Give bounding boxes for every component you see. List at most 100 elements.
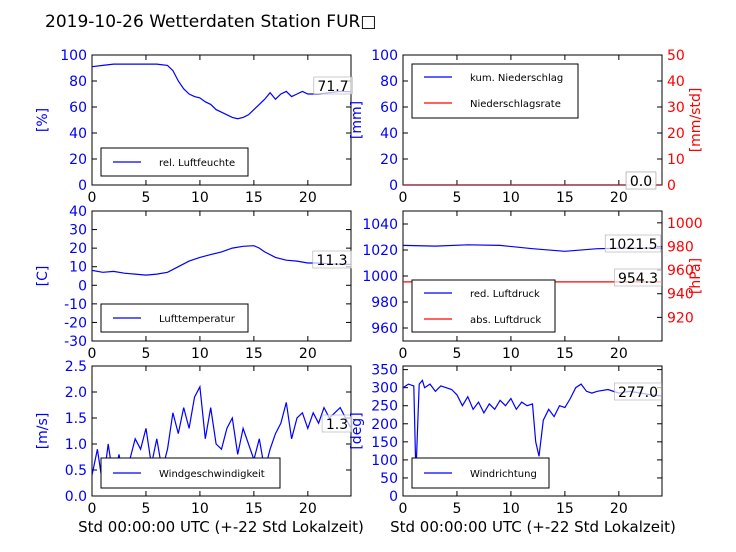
x-tick-label: 20: [299, 501, 317, 517]
y-tick-label: 0.5: [65, 463, 87, 479]
y-tick-label: 20: [380, 152, 398, 168]
x-tick-label: 0: [88, 346, 97, 362]
y-right-tick-label: 30: [667, 100, 685, 116]
y-right-tick-label: 940: [667, 287, 694, 303]
legend-label: Niederschlagsrate: [470, 99, 561, 110]
x-tick-label: 20: [299, 190, 317, 206]
y-tick-label: 20: [69, 152, 87, 168]
y-tick-label: 80: [380, 74, 398, 90]
y-tick-label: 1020: [362, 243, 398, 259]
last-value-label: 11.3: [316, 253, 347, 269]
x-tick-label: 20: [610, 501, 628, 517]
x-tick-label: 20: [299, 346, 317, 362]
y-tick-label: 100: [371, 48, 398, 64]
x-tick-label: 10: [502, 501, 520, 517]
y-tick-label: 0: [78, 278, 87, 294]
plot-frame: [402, 365, 663, 497]
plot-frame: [91, 54, 352, 186]
y-right-axis-label: [hPa]: [688, 258, 704, 294]
y-tick-label: 100: [371, 453, 398, 469]
last-value-box: [312, 250, 352, 269]
x-tick-label: 10: [502, 346, 520, 362]
y-tick-label: 250: [371, 399, 398, 415]
x-axis-label-right: Std 00:00:00 UTC (+-22 Std Lokalzeit): [390, 518, 676, 536]
y-axis-label: [mm]: [349, 101, 365, 139]
y-right-tick-label: 920: [667, 310, 694, 326]
last-value-label: 277.0: [618, 385, 658, 401]
x-tick-label: 10: [191, 346, 209, 362]
y-right-tick-label: 1000: [667, 216, 703, 232]
y-right-tick-label: 40: [667, 74, 685, 90]
y-tick-label: 1040: [362, 217, 398, 233]
y-tick-label: 20: [69, 241, 87, 257]
x-tick-label: 15: [556, 190, 574, 206]
y-axis-label: [%]: [35, 108, 51, 132]
last-value-box: [614, 382, 662, 401]
last-value-box: [321, 414, 353, 433]
y-tick-label: 50: [380, 471, 398, 487]
legend-box: [411, 63, 579, 119]
x-tick-label: 15: [245, 346, 263, 362]
chart-panel-wind-direction: 0 5 10 15 20050100150200250300350[deg]Windri…: [349, 363, 663, 517]
x-tick-label: 15: [556, 346, 574, 362]
legend-label: abs. Luftdruck: [470, 315, 541, 326]
y-tick-label: 60: [380, 100, 398, 116]
plot-frame: [91, 210, 352, 342]
x-tick-label: 10: [191, 501, 209, 517]
x-tick-label: 15: [245, 190, 263, 206]
y-right-tick-label: 960: [667, 263, 694, 279]
last-value-label: 1.3: [326, 417, 348, 433]
x-tick-label: 0: [399, 346, 408, 362]
y-tick-label: 200: [371, 417, 398, 433]
y-tick-label: 2.5: [65, 359, 87, 375]
y-tick-label: 0.0: [65, 489, 87, 505]
y-right-tick-label: 20: [667, 126, 685, 142]
chart-panel-wind-speed: 0 5 10 15 20 0.0 0.5 1.0 1.5 2.0 2.5 [m/s] Windgesch…: [35, 359, 353, 517]
x-tick-label: 5: [141, 501, 150, 517]
legend-label: red. Luftdruck: [470, 289, 540, 300]
legend-label: Windrichtung: [470, 469, 537, 480]
x-tick-label: 5: [452, 190, 461, 206]
y-tick-label: 350: [371, 363, 398, 379]
y-tick-label: 150: [371, 435, 398, 451]
y-tick-label: 960: [371, 321, 398, 337]
y-tick-label: 2.0: [65, 385, 87, 401]
chart-panel-precipitation: 0 5 10 15 20 0 20 40 60 80 100 0 10 20 30 40 50 [mm/std] […: [349, 48, 704, 206]
x-tick-label: 0: [88, 501, 97, 517]
series-line-windrichtung: [403, 379, 662, 475]
y-tick-label: 0: [389, 489, 398, 505]
y-tick-label: 40: [380, 126, 398, 142]
chart-panel-temperature: 0 5 10 15 20 -30 -20 -10 0 10 20 30 40 [C] Lufttempera…: [35, 204, 352, 362]
x-tick-label: 5: [141, 346, 150, 362]
y-right-axis-label: [mm/std]: [688, 88, 704, 153]
series-line-rel-luftfeuchte: [92, 63, 351, 120]
y-tick-label: 1.5: [65, 411, 87, 427]
x-axis-label-left: Std 00:00:00 UTC (+-22 Std Lokalzeit): [78, 518, 364, 536]
last-value-box: [313, 76, 353, 95]
legend-label: kum. Niederschlag: [470, 73, 563, 84]
last-value-label: 71.7: [317, 79, 348, 95]
y-right-tick-label: 980: [667, 239, 694, 255]
y-tick-label: 0: [389, 178, 398, 194]
x-tick-label: 0: [399, 190, 408, 206]
x-tick-label: 5: [452, 346, 461, 362]
legend-box: [411, 279, 556, 333]
x-tick-label: 15: [556, 501, 574, 517]
y-tick-label: -20: [64, 315, 87, 331]
chart-panel-pressure: 0 5 10 15 20 960 980 1000 1020 1040 920 940 960 980 10…: [362, 210, 704, 362]
y-tick-label: -30: [64, 334, 87, 350]
x-tick-label: 10: [191, 190, 209, 206]
y-axis-label: [m/s]: [35, 413, 51, 450]
legend-label: rel. Luftfeuchte: [159, 158, 235, 169]
y-tick-label: 40: [69, 126, 87, 142]
last-value-box: [614, 268, 662, 287]
last-value-label: 954.3: [618, 271, 658, 287]
y-right-tick-label: 10: [667, 152, 685, 168]
y-tick-label: 60: [69, 100, 87, 116]
y-tick-label: 100: [60, 48, 87, 64]
y-tick-label: -10: [64, 297, 87, 313]
figure-title: 2019-10-26 Wetterdaten Station FUR□: [45, 12, 376, 32]
last-value-box: [625, 171, 657, 190]
x-tick-label: 0: [399, 501, 408, 517]
y-tick-label: 30: [69, 223, 87, 239]
